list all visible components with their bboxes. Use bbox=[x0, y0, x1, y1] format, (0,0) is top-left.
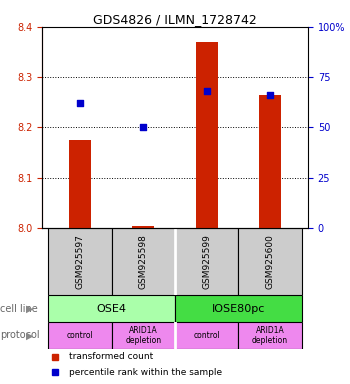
FancyBboxPatch shape bbox=[48, 322, 112, 349]
Bar bbox=[196, 42, 218, 228]
FancyBboxPatch shape bbox=[112, 322, 175, 349]
Point bbox=[77, 100, 83, 106]
Bar bbox=[132, 225, 154, 228]
Text: ARID1A
depletion: ARID1A depletion bbox=[252, 326, 288, 345]
Text: ▶: ▶ bbox=[26, 331, 34, 341]
FancyBboxPatch shape bbox=[175, 295, 302, 322]
Text: control: control bbox=[193, 331, 220, 340]
Text: transformed count: transformed count bbox=[69, 352, 153, 361]
Text: IOSE80pc: IOSE80pc bbox=[212, 304, 265, 314]
Text: protocol: protocol bbox=[0, 331, 40, 341]
Point bbox=[141, 124, 146, 131]
Bar bbox=[69, 140, 91, 228]
Text: OSE4: OSE4 bbox=[97, 304, 127, 314]
FancyBboxPatch shape bbox=[48, 295, 175, 322]
Text: GDS4826 / ILMN_1728742: GDS4826 / ILMN_1728742 bbox=[93, 13, 257, 26]
FancyBboxPatch shape bbox=[112, 228, 175, 295]
Point bbox=[204, 88, 209, 94]
Text: cell line: cell line bbox=[0, 304, 38, 314]
Point bbox=[267, 92, 273, 98]
FancyBboxPatch shape bbox=[175, 322, 238, 349]
Text: GSM925600: GSM925600 bbox=[266, 234, 274, 289]
Bar bbox=[259, 95, 281, 228]
Text: percentile rank within the sample: percentile rank within the sample bbox=[69, 368, 222, 377]
FancyBboxPatch shape bbox=[238, 228, 302, 295]
FancyBboxPatch shape bbox=[175, 228, 238, 295]
Text: ▶: ▶ bbox=[26, 304, 34, 314]
Text: control: control bbox=[66, 331, 93, 340]
Text: GSM925597: GSM925597 bbox=[76, 234, 84, 289]
Text: ARID1A
depletion: ARID1A depletion bbox=[125, 326, 161, 345]
FancyBboxPatch shape bbox=[238, 322, 302, 349]
Text: GSM925599: GSM925599 bbox=[202, 234, 211, 289]
FancyBboxPatch shape bbox=[48, 228, 112, 295]
Text: GSM925598: GSM925598 bbox=[139, 234, 148, 289]
